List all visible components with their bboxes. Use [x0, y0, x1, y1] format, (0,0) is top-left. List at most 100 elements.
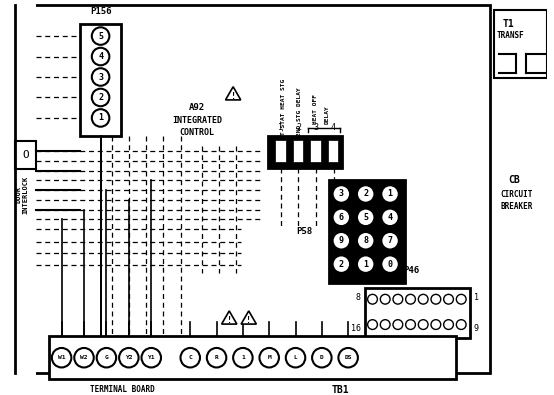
Circle shape	[357, 255, 375, 273]
Circle shape	[259, 348, 279, 367]
Text: 8: 8	[356, 293, 361, 302]
Circle shape	[418, 320, 428, 329]
Bar	[494, 10, 547, 78]
Text: HEAT OFF: HEAT OFF	[312, 94, 317, 124]
Circle shape	[97, 348, 116, 367]
Text: R: R	[215, 355, 218, 360]
Polygon shape	[222, 311, 237, 324]
Circle shape	[393, 294, 403, 304]
Text: W2: W2	[80, 355, 88, 360]
Circle shape	[74, 348, 94, 367]
Circle shape	[92, 89, 109, 106]
Text: 9: 9	[474, 324, 479, 333]
Text: D: D	[320, 355, 324, 360]
Text: 1: 1	[474, 293, 479, 302]
Circle shape	[357, 209, 375, 226]
Text: Y1: Y1	[147, 355, 155, 360]
Circle shape	[332, 185, 350, 203]
Polygon shape	[225, 87, 241, 100]
Circle shape	[381, 255, 399, 273]
Bar	[15, 5, 490, 373]
Circle shape	[119, 348, 138, 367]
Circle shape	[380, 294, 390, 304]
Text: T-STAT HEAT STG: T-STAT HEAT STG	[281, 79, 286, 135]
Text: 5: 5	[363, 213, 368, 222]
Circle shape	[456, 294, 466, 304]
Circle shape	[312, 348, 332, 367]
Text: 1: 1	[388, 190, 393, 198]
Text: INTEGRATED: INTEGRATED	[172, 117, 222, 125]
Polygon shape	[241, 311, 257, 324]
Circle shape	[92, 109, 109, 127]
Text: 2: 2	[296, 122, 301, 132]
Text: 9: 9	[339, 236, 344, 245]
Bar	[49, 336, 456, 379]
Circle shape	[141, 348, 161, 367]
Text: A92: A92	[189, 103, 205, 112]
Text: P156: P156	[90, 7, 111, 15]
Text: 1: 1	[241, 355, 245, 360]
Circle shape	[393, 320, 403, 329]
Circle shape	[444, 294, 453, 304]
Circle shape	[368, 294, 377, 304]
Text: 4: 4	[388, 213, 393, 222]
Circle shape	[431, 320, 441, 329]
Text: 1: 1	[363, 260, 368, 269]
Text: C: C	[188, 355, 192, 360]
Text: 4: 4	[331, 122, 336, 132]
Circle shape	[52, 348, 71, 367]
Circle shape	[332, 209, 350, 226]
Text: 3: 3	[339, 190, 344, 198]
Text: G: G	[105, 355, 108, 360]
Text: 3: 3	[98, 73, 103, 81]
Text: DELAY: DELAY	[324, 105, 329, 124]
Bar	[268, 136, 342, 167]
Circle shape	[181, 348, 200, 367]
Text: 2ND STG DELAY: 2ND STG DELAY	[297, 88, 302, 136]
Circle shape	[456, 320, 466, 329]
Text: TERMINAL BOARD: TERMINAL BOARD	[90, 385, 155, 394]
Text: DS: DS	[345, 355, 352, 360]
Circle shape	[418, 294, 428, 304]
Circle shape	[357, 185, 375, 203]
Text: 2: 2	[98, 93, 103, 102]
Text: CONTROL: CONTROL	[179, 128, 214, 137]
Text: 0: 0	[388, 260, 393, 269]
Text: !: !	[246, 316, 251, 325]
Text: TRANSF: TRANSF	[496, 31, 524, 40]
Text: !: !	[227, 316, 232, 325]
Text: 2: 2	[363, 190, 368, 198]
Bar	[310, 140, 321, 162]
Circle shape	[381, 209, 399, 226]
Circle shape	[406, 294, 416, 304]
Circle shape	[332, 232, 350, 250]
Text: M: M	[268, 355, 271, 360]
Text: 1: 1	[279, 122, 284, 132]
Circle shape	[338, 348, 358, 367]
Text: W1: W1	[58, 355, 65, 360]
Text: Y2: Y2	[125, 355, 132, 360]
Bar	[275, 140, 286, 162]
Text: 16: 16	[351, 324, 361, 333]
Text: CIRCUIT: CIRCUIT	[500, 190, 532, 199]
Circle shape	[380, 320, 390, 329]
Circle shape	[368, 320, 377, 329]
Circle shape	[444, 320, 453, 329]
Text: !: !	[230, 92, 235, 101]
Text: P46: P46	[403, 266, 419, 275]
Text: CB: CB	[508, 175, 520, 185]
Text: TB1: TB1	[331, 385, 349, 395]
Circle shape	[92, 68, 109, 86]
Text: 3: 3	[314, 122, 319, 132]
Circle shape	[92, 27, 109, 45]
Bar	[293, 140, 304, 162]
Text: T1: T1	[502, 19, 514, 30]
Bar	[327, 140, 338, 162]
Bar	[15, 141, 36, 169]
Circle shape	[381, 185, 399, 203]
Text: DOOR
INTERLOCK: DOOR INTERLOCK	[15, 176, 28, 214]
Circle shape	[233, 348, 253, 367]
Text: O: O	[22, 150, 29, 160]
Text: 7: 7	[388, 236, 393, 245]
Circle shape	[332, 255, 350, 273]
